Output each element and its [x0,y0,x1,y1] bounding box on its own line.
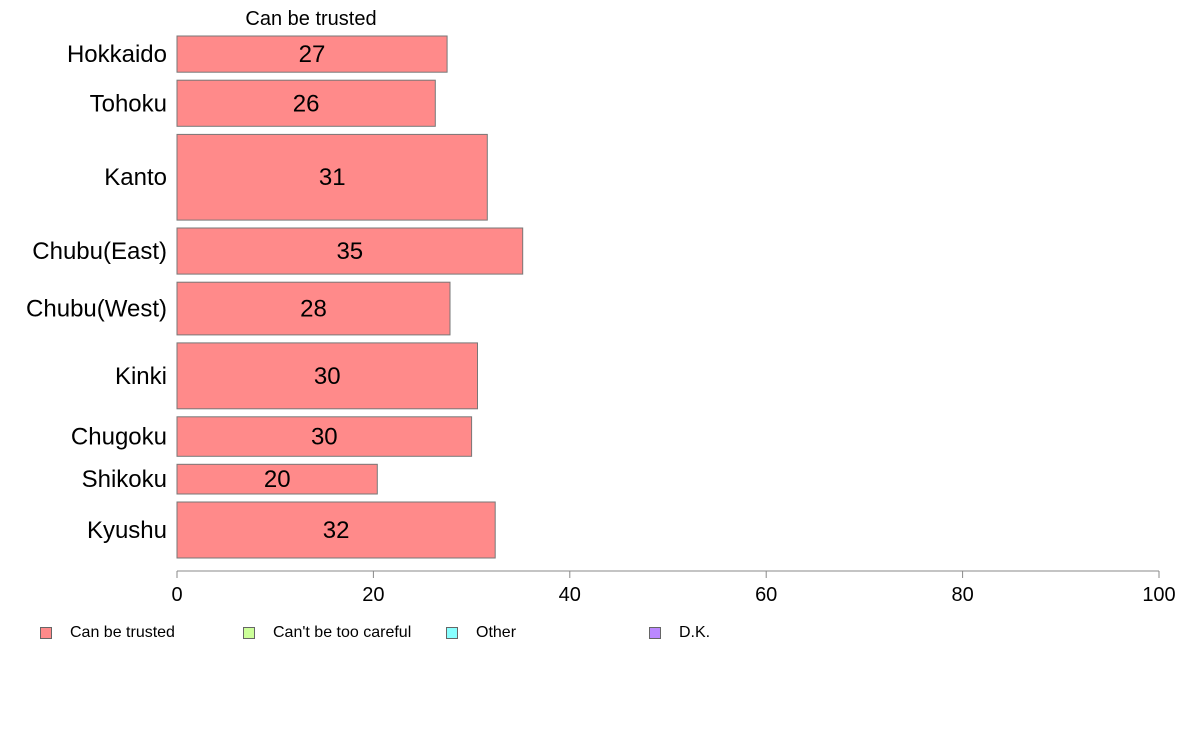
bar-value-label-kanto: 31 [319,164,346,191]
bar-value-label-shikoku: 20 [264,466,291,493]
bar-value-label-chubu-west: 28 [300,296,327,323]
category-labels: Hokkaido Tohoku Kanto Chubu(East) Chubu(West… [26,41,167,544]
category-label-kyushu: Kyushu [87,517,167,544]
legend-label-other: Other [476,624,517,641]
legend-item-dk: D.K. [649,624,710,642]
bar-value-label-hokkaido: 27 [299,41,326,68]
bar-chubu-west [176,281,451,336]
category-label-kanto: Kanto [104,164,167,191]
bar-value-label-kyushu: 32 [323,517,350,544]
x-tick-label-2: 40 [559,584,581,606]
x-tick-label-3: 60 [755,584,777,606]
category-label-kinki: Kinki [115,363,167,390]
legend-swatch-can-be-trusted [40,627,52,639]
x-axis: 0 20 40 60 80 100 [171,570,1176,606]
legend-item-cant-be-too-careful: Can't be too careful [243,624,411,642]
bar-value-label-kinki: 30 [314,363,341,390]
category-label-chubu-west: Chubu(West) [26,296,167,323]
bar-hokkaido [176,35,448,73]
bar-kinki [176,342,478,410]
category-label-tohoku: Tohoku [90,90,167,117]
bar-shikoku [176,463,378,495]
bar-chugoku [176,416,473,457]
bar-kanto [176,133,488,221]
legend-swatch-other [446,627,458,639]
bar-value-label-tohoku: 26 [293,90,320,117]
x-tick-label-1: 20 [362,584,384,606]
bars-group: 27 26 31 35 28 30 30 20 32 [176,35,524,559]
category-label-shikoku: Shikoku [82,466,167,493]
chart-title: Can be trusted [245,8,376,30]
legend-item-other: Other [446,624,516,642]
bar-value-label-chubu-east: 35 [336,238,363,265]
legend-label-cant-be-too-careful: Can't be too careful [273,624,412,641]
legend-label-can-be-trusted: Can be trusted [70,624,175,641]
bar-chubu-east [176,227,524,275]
x-tick-label-0: 0 [171,584,182,606]
legend-item-can-be-trusted: Can be trusted [40,624,175,642]
bar-value-label-chugoku: 30 [311,424,338,451]
bar-kyushu [176,501,496,559]
x-tick-label-4: 80 [951,584,973,606]
legend-label-dk: D.K. [679,624,711,641]
legend-swatch-cant-be-too-careful [243,627,255,639]
legend: Can be trusted Can't be too careful Othe… [0,624,1188,644]
category-label-hokkaido: Hokkaido [67,41,167,68]
bar-tohoku [176,79,436,127]
category-label-chubu-east: Chubu(East) [32,238,167,265]
category-label-chugoku: Chugoku [71,424,167,451]
legend-swatch-dk [649,627,661,639]
x-tick-label-5: 100 [1142,584,1175,606]
